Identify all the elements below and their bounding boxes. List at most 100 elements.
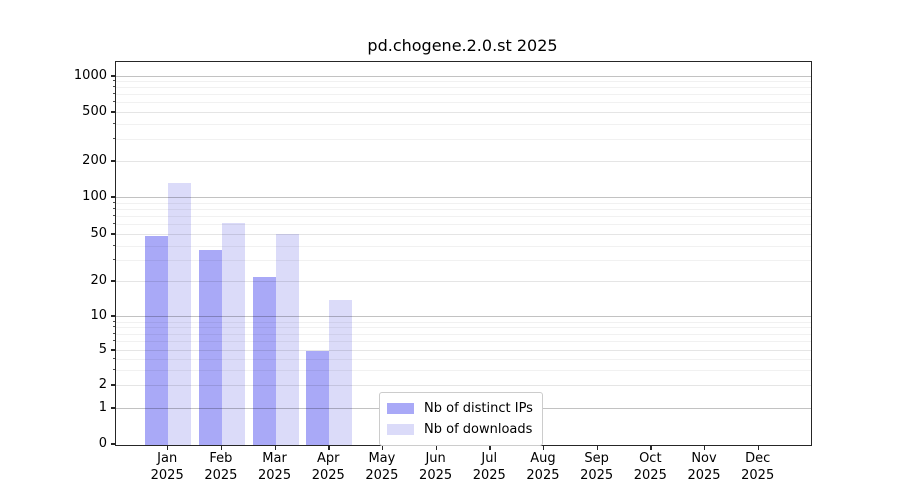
y-tick-label-0: 0 (98, 436, 107, 451)
bar-downloads-mar (275, 234, 299, 445)
y-tick-mark-500 (111, 110, 116, 113)
gridline-minor (116, 94, 811, 96)
gridline-minor (116, 369, 811, 371)
legend: Nb of distinct IPs Nb of downloads (379, 392, 543, 446)
gridline-minor (116, 333, 811, 335)
bar-downloads-feb (221, 222, 245, 445)
legend-swatch-distinct-ips (387, 403, 414, 414)
x-tick-label-mar: Mar 2025 (243, 450, 307, 484)
x-tick-label-may: May 2025 (350, 450, 414, 484)
x-tick-label-year: 2025 (311, 468, 345, 483)
x-axis-tick-marks (115, 445, 810, 450)
gridline-200 (116, 160, 811, 162)
x-tick-label-oct: Oct 2025 (618, 450, 682, 484)
y-tick-mark-0 (111, 443, 116, 445)
y-tick-mark-50 (111, 233, 116, 236)
x-tick-label-jun: Jun 2025 (404, 450, 468, 484)
bar-distinct-ips-feb (198, 250, 222, 445)
x-tick-label-year: 2025 (741, 468, 775, 483)
gridline-minor (116, 327, 811, 329)
x-tick-label-year: 2025 (258, 468, 292, 483)
legend-label-downloads: Nb of downloads (424, 422, 533, 437)
y-tick-mark-200 (111, 159, 116, 162)
bar-distinct-ips-apr (306, 351, 330, 445)
gridline-minor (116, 245, 811, 247)
y-minor-tick-mark (113, 368, 116, 370)
gridline-minor (116, 139, 811, 141)
y-tick-label-500: 500 (82, 103, 107, 119)
y-tick-mark-2 (111, 384, 116, 387)
y-tick-label-200: 200 (82, 152, 107, 168)
gridline-1000 (116, 75, 811, 77)
y-minor-tick-mark (113, 357, 116, 359)
y-minor-tick-mark (113, 223, 116, 225)
gridline-500 (116, 111, 811, 113)
x-tick-mark-oct (650, 445, 652, 450)
y-minor-tick-mark (113, 320, 116, 322)
x-tick-label-year: 2025 (687, 468, 721, 483)
y-tick-label-10: 10 (90, 308, 107, 324)
gridline-minor (116, 81, 811, 83)
gridline-minor (116, 202, 811, 204)
x-tick-label-feb: Feb 2025 (189, 450, 253, 484)
legend-row-downloads: Nb of downloads (387, 419, 533, 440)
gridline-minor (116, 260, 811, 262)
chart-title: pd.chogene.2.0.st 2025 (367, 36, 558, 55)
x-tick-label-year: 2025 (419, 468, 453, 483)
x-tick-mark-feb (220, 445, 223, 450)
x-tick-label-year: 2025 (365, 468, 399, 483)
gridline-minor (116, 358, 811, 360)
bar-distinct-ips-mar (252, 276, 276, 445)
legend-row-distinct-ips: Nb of distinct IPs (387, 398, 533, 419)
gridline-100 (116, 196, 811, 198)
y-minor-tick-mark (113, 86, 116, 88)
gridline-minor (116, 321, 811, 323)
x-axis-labels: Jan 2025 Feb 2025 Mar 2025 Apr 2025 May 2025 Jun 20… (115, 450, 810, 490)
bar-downloads-apr (329, 300, 353, 445)
gridline-minor (116, 216, 811, 218)
y-tick-label-5: 5 (98, 342, 107, 358)
y-tick-mark-1 (111, 407, 116, 409)
gridline-minor (116, 102, 811, 104)
y-minor-tick-mark (113, 215, 116, 217)
y-tick-label-1000: 1000 (73, 67, 107, 83)
x-tick-mark-nov (704, 445, 706, 450)
y-tick-label-1: 1 (98, 399, 107, 415)
x-tick-mark-apr (328, 445, 330, 450)
y-tick-mark-100 (111, 195, 116, 198)
y-minor-tick-mark (113, 80, 116, 82)
y-tick-mark-20 (111, 279, 116, 282)
legend-label-distinct-ips: Nb of distinct IPs (424, 401, 533, 416)
x-tick-mark-sep (596, 445, 598, 450)
x-tick-mark-jun (435, 445, 437, 450)
gridline-50 (116, 234, 811, 236)
x-tick-mark-dec (757, 445, 759, 450)
x-tick-label-year: 2025 (204, 468, 238, 483)
y-tick-label-100: 100 (82, 188, 107, 204)
x-tick-mark-jan (167, 445, 169, 450)
y-tick-label-50: 50 (90, 226, 107, 242)
y-minor-tick-mark (113, 326, 116, 328)
y-minor-tick-mark (113, 244, 116, 246)
x-tick-mark-may (381, 445, 384, 450)
y-axis-labels: 0 1 2 5 10 20 50 100 200 500 1000 (0, 61, 107, 451)
legend-swatch-downloads (387, 424, 414, 435)
y-minor-tick-mark (113, 332, 116, 334)
x-tick-mark-aug (542, 445, 545, 450)
x-tick-label-year: 2025 (150, 468, 184, 483)
x-tick-label-year: 2025 (526, 468, 560, 483)
x-tick-label-year: 2025 (580, 468, 614, 483)
x-tick-label-sep: Sep 2025 (565, 450, 629, 484)
y-tick-label-2: 2 (98, 377, 107, 393)
gridline-10 (116, 316, 811, 318)
y-minor-tick-mark (113, 340, 116, 342)
y-tick-mark-5 (111, 349, 116, 352)
gridline-2 (116, 385, 811, 387)
y-tick-mark-10 (111, 315, 116, 318)
x-tick-mark-jul (489, 445, 491, 450)
y-minor-tick-mark (113, 207, 116, 209)
y-minor-tick-mark (113, 122, 116, 124)
x-tick-label-year: 2025 (633, 468, 667, 483)
y-minor-tick-mark (113, 259, 116, 261)
